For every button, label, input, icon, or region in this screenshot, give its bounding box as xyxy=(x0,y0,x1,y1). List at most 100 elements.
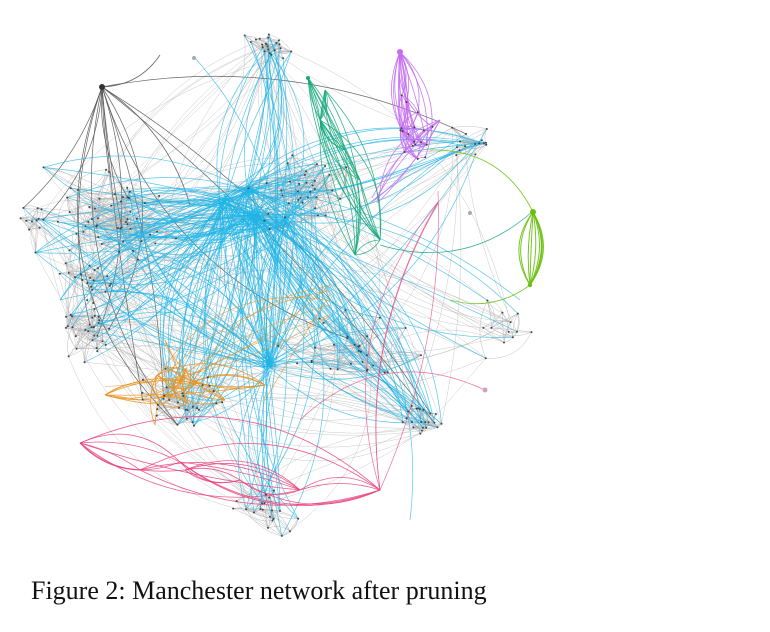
graph-node xyxy=(196,407,199,410)
cyan-edge xyxy=(246,189,368,356)
gray-edge xyxy=(177,402,422,436)
graph-node xyxy=(405,417,408,420)
graph-node xyxy=(413,140,416,143)
graph-node xyxy=(90,285,93,288)
cyan-edge xyxy=(35,218,254,254)
graph-node xyxy=(420,429,423,432)
graph-node xyxy=(181,392,184,395)
cyan-edge xyxy=(267,364,426,424)
violet-edge xyxy=(377,119,441,204)
gray-edge xyxy=(307,141,487,198)
green-edge xyxy=(529,211,543,286)
graph-node xyxy=(366,335,369,338)
graph-node xyxy=(93,334,96,337)
cyan-edge xyxy=(177,198,242,426)
graph-node xyxy=(311,184,314,187)
graph-node xyxy=(254,38,257,41)
cyan-edge xyxy=(98,322,274,366)
dark-hub-node xyxy=(99,84,105,90)
graph-node xyxy=(191,405,194,408)
cyan-edge xyxy=(247,190,255,254)
graph-node xyxy=(156,403,159,406)
graph-node xyxy=(417,407,419,410)
graph-node xyxy=(93,308,96,310)
pink-edge xyxy=(179,461,301,491)
pink-edge xyxy=(299,483,381,491)
cyan-edge xyxy=(194,57,281,367)
cyan-edge xyxy=(252,213,513,338)
cyan-edge xyxy=(220,177,307,202)
gray-edge xyxy=(20,218,36,253)
cyan-edge xyxy=(222,127,485,200)
graph-node xyxy=(412,426,415,429)
graph-node xyxy=(314,188,316,190)
cyan-edge xyxy=(138,259,276,367)
gray-edge xyxy=(185,409,421,462)
gray-edge xyxy=(266,182,309,198)
graph-node xyxy=(429,412,432,415)
violet-edge xyxy=(400,125,415,131)
green-hub-node xyxy=(530,209,536,215)
graph-node xyxy=(324,214,327,217)
cyan-edge xyxy=(196,199,223,409)
graph-node xyxy=(258,37,261,40)
graph-node xyxy=(266,45,269,48)
cyan-edge xyxy=(67,197,285,226)
gray-edge xyxy=(77,189,137,219)
graph-node xyxy=(34,251,37,254)
graph-node xyxy=(277,344,279,347)
graph-node xyxy=(154,242,157,245)
cyan-edge xyxy=(249,187,422,423)
cyan-edge xyxy=(224,198,438,428)
graph-node xyxy=(268,52,271,55)
graph-node xyxy=(422,129,425,132)
graph-node xyxy=(456,146,458,149)
graph-node xyxy=(129,210,132,213)
graph-node xyxy=(264,42,267,45)
graph-node xyxy=(399,129,402,132)
pink-edge xyxy=(365,201,439,491)
cyan-edge xyxy=(85,329,270,366)
cyan-edge xyxy=(261,211,429,423)
cyan-edge xyxy=(85,217,282,255)
pink-edge xyxy=(184,463,301,491)
cyan-edge xyxy=(238,363,273,510)
violet-edge xyxy=(402,130,422,143)
graph-node xyxy=(176,401,179,404)
graph-node xyxy=(305,170,308,173)
green-node xyxy=(527,282,533,288)
gray-edge xyxy=(245,508,274,520)
cyan-edge xyxy=(70,197,225,316)
graph-node xyxy=(31,220,33,223)
graph-node xyxy=(267,36,270,39)
graph-node xyxy=(268,228,271,231)
orange-edge xyxy=(185,285,331,398)
cyan-edge xyxy=(240,211,267,495)
green-edge xyxy=(518,211,534,286)
graph-node xyxy=(93,269,96,271)
gray-edge xyxy=(177,402,193,423)
gray-edge xyxy=(202,384,412,421)
pink-edge xyxy=(79,442,141,471)
graph-node xyxy=(143,202,146,205)
graph-node xyxy=(336,368,339,371)
gray-edge xyxy=(25,207,38,221)
gray-edge xyxy=(213,220,266,392)
green-edge xyxy=(529,211,537,286)
pink-edge xyxy=(179,461,381,507)
community-edges xyxy=(23,34,544,537)
graph-node xyxy=(97,217,99,220)
gray-edge xyxy=(185,396,438,428)
gray-edge xyxy=(315,347,404,423)
graph-node xyxy=(96,350,99,353)
gray-edge xyxy=(76,44,267,234)
cyan-edge xyxy=(266,146,458,368)
pink-edge xyxy=(139,469,186,472)
graph-node xyxy=(253,511,255,514)
graph-node xyxy=(313,179,316,182)
cyan-edge xyxy=(256,213,325,537)
graph-node xyxy=(66,196,69,199)
gray-edge xyxy=(70,314,180,408)
orange-edge xyxy=(170,382,198,390)
cyan-edge xyxy=(270,358,427,428)
